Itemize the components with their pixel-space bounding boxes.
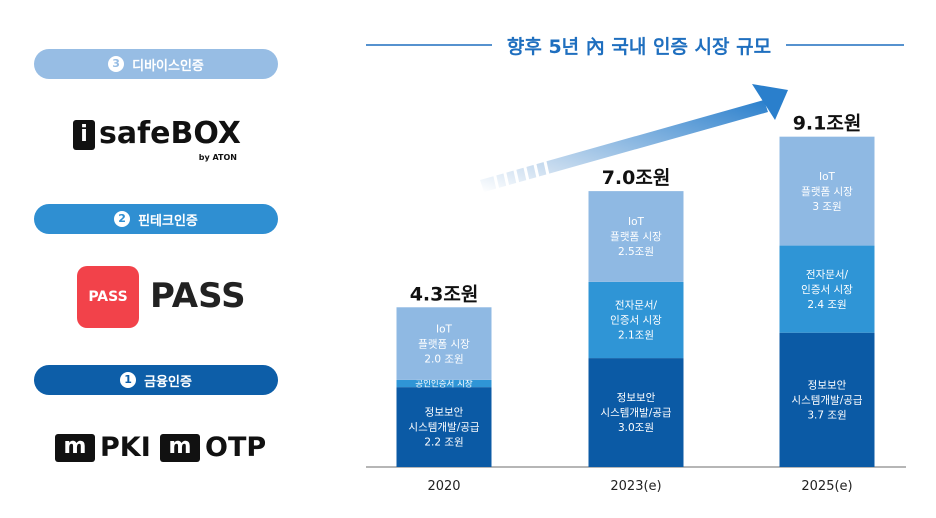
m-badge-text: m bbox=[63, 434, 87, 459]
mpki-logo: m PKI bbox=[55, 432, 165, 464]
isafebox-i-letter: i bbox=[80, 122, 88, 147]
bar-segment-label: 2.1조원 bbox=[618, 330, 654, 342]
isafebox-sub: by ATON bbox=[198, 153, 237, 162]
x-tick-label: 2025(e) bbox=[801, 479, 852, 494]
bar-segment-label: 시스템개발/공급 bbox=[408, 422, 479, 434]
x-tick-label: 2023(e) bbox=[610, 479, 661, 494]
pill-finance-auth: 1 금융인증 bbox=[34, 365, 278, 395]
bar-segment-label: 3 조원 bbox=[812, 201, 841, 213]
motp-logo: m OTP bbox=[160, 432, 266, 464]
bar-segment-label: 공인인증서 시장 bbox=[415, 378, 473, 389]
bar-segment bbox=[396, 387, 492, 467]
bar-segment-label: 정보보안 bbox=[425, 407, 464, 419]
pass-logo: PASS PASS bbox=[77, 266, 257, 328]
pill-number: 1 bbox=[120, 372, 137, 388]
growth-arrow bbox=[480, 84, 788, 192]
bar-total-label: 4.3조원 bbox=[410, 283, 479, 305]
m-badge: m bbox=[55, 434, 95, 462]
bar-segment-label: IoT bbox=[628, 216, 645, 228]
bar-segment-label: IoT bbox=[436, 323, 453, 335]
bar-segment-label: IoT bbox=[819, 171, 836, 183]
pass-badge: PASS bbox=[77, 266, 139, 328]
isafebox-text: safeBOX bbox=[99, 116, 241, 151]
bar-segment-label: 2.0 조원 bbox=[424, 353, 463, 365]
pill-label: 금융인증 bbox=[144, 374, 192, 390]
pill-fintech-auth: 2 핀테크인증 bbox=[34, 204, 278, 234]
bar-segment-label: 3.7 조원 bbox=[807, 410, 846, 422]
bar-segment bbox=[779, 136, 875, 246]
bar-total-label: 9.1조원 bbox=[793, 113, 862, 135]
bar-segment-label: 플랫폼 시장 bbox=[801, 186, 853, 198]
m-badge-text: m bbox=[168, 434, 192, 459]
bar-segment-label: 2.4 조원 bbox=[807, 299, 846, 311]
pki-text: PKI bbox=[100, 432, 151, 463]
bar-segment-label: 시스템개발/공급 bbox=[600, 407, 671, 419]
bar-segment bbox=[588, 358, 684, 467]
m-badge: m bbox=[160, 434, 200, 462]
bar-segment-label: 플랫폼 시장 bbox=[610, 231, 662, 243]
bar-segment-label: 플랫폼 시장 bbox=[418, 338, 470, 350]
bar-segment-label: 2.5조원 bbox=[618, 246, 654, 258]
isafebox-i-badge: i bbox=[73, 120, 95, 150]
pass-text: PASS bbox=[150, 276, 246, 316]
pill-number: 3 bbox=[108, 56, 125, 72]
bar-segment bbox=[396, 379, 492, 388]
bar-segment-label: 전자문서/ bbox=[806, 269, 849, 281]
pass-badge-text: PASS bbox=[88, 289, 128, 305]
pill-label: 디바이스인증 bbox=[132, 58, 204, 74]
chart-title: 향후 5년 內 국내 인증 시장 규모 bbox=[507, 36, 771, 58]
bar-segment-label: 인증서 시장 bbox=[610, 315, 662, 327]
bar-segment-label: 시스템개발/공급 bbox=[791, 395, 862, 407]
pill-label: 핀테크인증 bbox=[138, 213, 198, 229]
bar-segment-label: 정보보안 bbox=[808, 380, 847, 392]
pill-device-auth: 3 디바이스인증 bbox=[34, 49, 278, 79]
pill-number: 2 bbox=[114, 211, 131, 227]
otp-text: OTP bbox=[205, 432, 267, 463]
bar-segment-label: 전자문서/ bbox=[615, 300, 658, 312]
bar-total-label: 7.0조원 bbox=[602, 167, 671, 189]
bar-segment bbox=[396, 307, 492, 380]
bar-segment bbox=[588, 191, 684, 282]
bar-segment bbox=[779, 332, 875, 467]
bar-segment-label: 2.2 조원 bbox=[424, 437, 463, 449]
isafebox-logo: i safeBOX by ATON bbox=[73, 116, 243, 164]
x-tick-label: 2020 bbox=[427, 479, 460, 494]
bar-segment bbox=[779, 245, 875, 333]
bar-segment bbox=[588, 281, 684, 359]
bar-segment-label: 인증서 시장 bbox=[801, 284, 853, 296]
bar-segment-label: 3.0조원 bbox=[618, 422, 654, 434]
bar-segment-label: 정보보안 bbox=[617, 392, 656, 404]
